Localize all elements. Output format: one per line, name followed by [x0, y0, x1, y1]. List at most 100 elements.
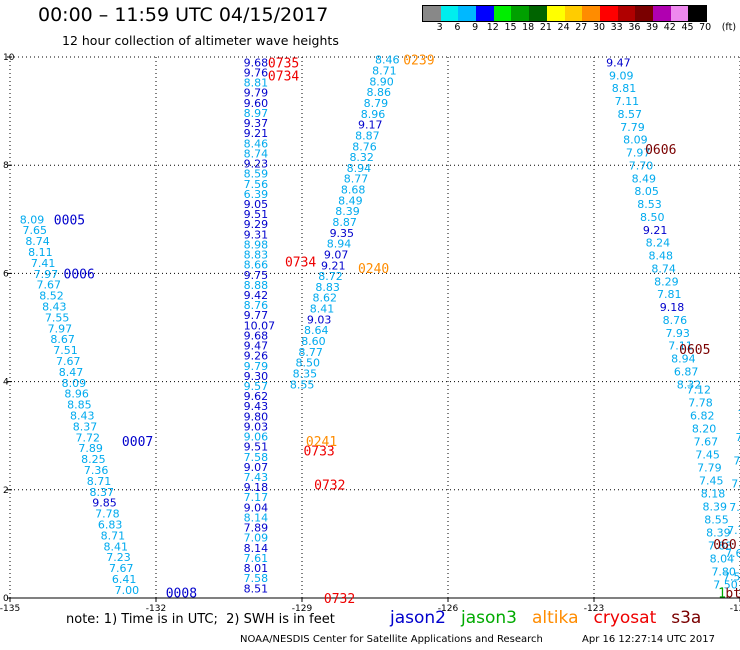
swh-value: 6.83 — [98, 518, 123, 531]
legend-label: 42 — [663, 22, 676, 33]
satellite-jason3: jason3 — [461, 608, 517, 628]
swh-value: 9.21 — [321, 259, 346, 272]
swh-value: 7.58 — [244, 572, 269, 585]
legend-label: (ft) — [721, 22, 737, 33]
swh-value: 8.83 — [315, 281, 340, 294]
y-tick-label: 2 — [3, 486, 9, 496]
swh-value: 7.00 — [115, 584, 140, 597]
swh-value: 6.41 — [112, 573, 137, 586]
color-legend — [422, 5, 707, 22]
swh-value: 8.24 — [646, 237, 671, 250]
color-legend-labels: 3 6 9 12 15 18 21 24 27 30 33 36 39 42 45 70 (ft) — [422, 22, 736, 34]
swh-value: 8.49 — [632, 172, 657, 185]
swh-value: 9.51 — [244, 441, 269, 454]
swh-value: 8.04 — [710, 553, 735, 566]
swh-value: 7.80 — [711, 565, 736, 578]
swh-value: 7.12 — [686, 384, 711, 397]
swh-value: 9.51 — [244, 208, 269, 221]
pass-time-label: 0006 — [64, 267, 95, 282]
swh-value: 8.55 — [290, 378, 315, 391]
swh-value: 7.23 — [106, 551, 130, 564]
swh-value: 9.04 — [244, 501, 269, 514]
swh-value: 9.23 — [244, 158, 269, 171]
legend-swatch — [688, 6, 706, 21]
swh-value: 8.90 — [369, 75, 394, 88]
swh-value: 9.21 — [643, 224, 668, 237]
swh-value: 8.62 — [313, 292, 338, 305]
swh-value: 8.72 — [318, 270, 343, 283]
swh-value: 7.43 — [244, 471, 269, 484]
swh-value: 8.64 — [304, 324, 329, 337]
swh-value: 7.89 — [244, 522, 269, 535]
legend-label: 70 — [699, 22, 712, 33]
swh-value: 7.11 — [668, 340, 693, 353]
swh-value: 8.98 — [244, 238, 269, 251]
swh-value: 9.18 — [660, 301, 685, 314]
swh-value: 8.52 — [39, 290, 64, 303]
legend-label: 45 — [681, 22, 694, 33]
swh-value: 8.20 — [692, 423, 717, 436]
pass-time-label: 0239 — [403, 54, 434, 69]
swh-value: 9.47 — [244, 340, 269, 353]
swh-value: 8.05 — [634, 185, 659, 198]
swh-value: 7.74 — [735, 431, 740, 444]
swh-value: 8.83 — [244, 249, 269, 262]
legend-swatch — [652, 6, 671, 21]
chart-subtitle: 12 hour collection of altimeter wave hei… — [62, 33, 339, 48]
swh-value: 9.68 — [244, 56, 269, 69]
swh-value: 8.77 — [298, 346, 323, 359]
legend-swatch — [599, 6, 618, 21]
swh-value: 9.76 — [244, 67, 269, 80]
swh-value: 8.76 — [244, 299, 269, 312]
legend-label: 24 — [557, 22, 570, 33]
swh-value: 8.57 — [617, 108, 642, 121]
legend-swatch — [511, 6, 530, 21]
pass-time-label: 0008 — [166, 587, 197, 602]
swh-value: 8.51 — [244, 582, 269, 595]
swh-value: 8.71 — [101, 529, 126, 542]
swh-value: 8.14 — [244, 542, 269, 555]
swh-value: 8.41 — [103, 540, 128, 553]
legend-label: 3 — [436, 22, 443, 33]
swh-value: 9.30 — [244, 370, 269, 383]
legend-label: 6 — [454, 22, 461, 33]
swh-value: 8.32 — [349, 151, 374, 164]
swh-value: 6.87 — [674, 365, 699, 378]
legend-swatch — [529, 6, 547, 21]
swh-value: 8.74 — [244, 147, 269, 160]
swh-value: 8.50 — [296, 357, 321, 370]
pass-time-label: 0733 — [303, 444, 334, 459]
swh-value: 8.87 — [355, 129, 380, 142]
satellite-cryosat: cryosat — [593, 608, 657, 628]
axes: -135 -132 -129 -126 -123 -120 0 2 4 6 8 10 — [0, 53, 740, 614]
swh-value: 8.29 — [654, 275, 679, 288]
swh-value: 7.78 — [95, 508, 120, 521]
swh-value: 8.39 — [706, 527, 731, 540]
y-tick-label: 10 — [3, 53, 15, 63]
pass-time-label: 0240 — [358, 262, 389, 277]
swh-value: 7.70 — [629, 159, 654, 172]
swh-value: 9.03 — [244, 420, 269, 433]
swh-value: 10.07 — [244, 319, 276, 332]
swh-value: 8.66 — [244, 259, 269, 272]
legend-label: 33 — [610, 22, 623, 33]
credit-text: NOAA/NESDIS Center for Satellite Applica… — [240, 634, 543, 645]
swh-value: 6.82 — [690, 410, 715, 423]
x-tick-label: -120 — [730, 604, 740, 614]
swh-value: 9.79 — [244, 360, 269, 373]
pass-time-label: 0732 — [314, 478, 345, 493]
swh-value: 7.41 — [738, 408, 740, 421]
swh-value: 7.65 — [23, 224, 48, 237]
swh-value: 9.26 — [244, 350, 269, 363]
swh-value: 9.06 — [244, 431, 269, 444]
swh-value: 8.32 — [677, 378, 702, 391]
swh-value: 6.39 — [244, 188, 269, 201]
swh-value: 8.60 — [301, 335, 326, 348]
x-tick-label: -135 — [0, 604, 20, 614]
swh-value: 8.77 — [344, 173, 369, 186]
chart-title: 00:00 – 11:59 UTC 04/15/2017 — [38, 4, 329, 26]
legend-swatch — [458, 6, 477, 21]
swh-value: 9.80 — [244, 410, 269, 423]
swh-value: 9.07 — [324, 248, 349, 261]
swh-value: 7.11 — [615, 95, 640, 108]
